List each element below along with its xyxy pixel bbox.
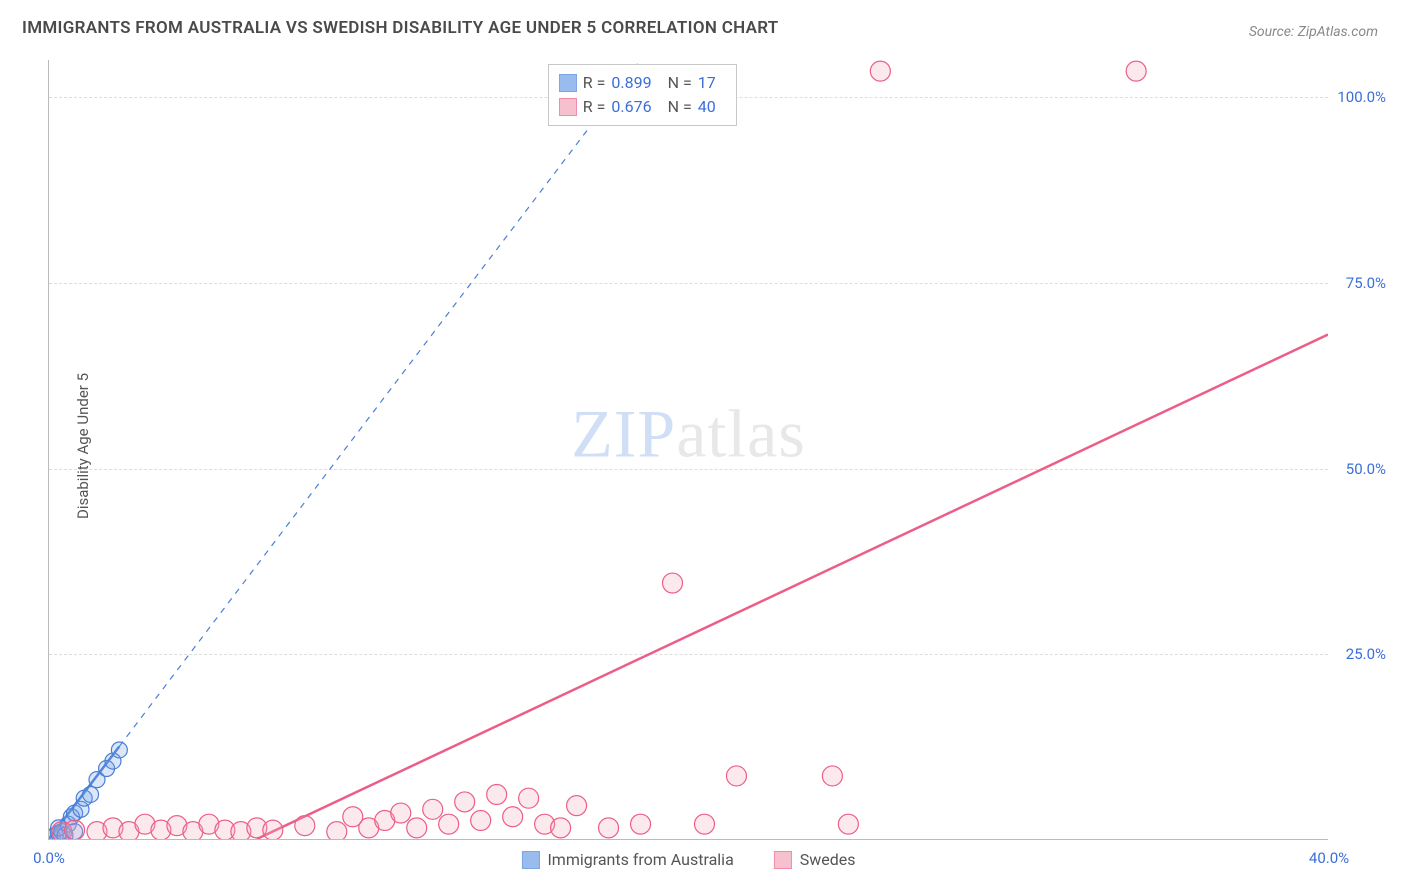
grid-line [49, 654, 1328, 655]
square-icon [559, 98, 577, 116]
plot-area: ZIPatlas 25.0%50.0%75.0%100.0% R = 0.899… [48, 60, 1328, 840]
legend-label: Swedes [800, 850, 856, 869]
y-tick-label: 25.0% [1346, 645, 1386, 663]
x-tick-label: 40.0% [1309, 849, 1349, 867]
series-legend: Immigrants from Australia Swedes [521, 850, 855, 869]
chart-canvas [49, 60, 1328, 839]
square-icon [774, 851, 792, 869]
grid-line [49, 469, 1328, 470]
legend-item-swedes: Swedes [774, 850, 856, 869]
source-attribution: Source: ZipAtlas.com [1249, 24, 1378, 40]
y-tick-label: 100.0% [1337, 88, 1386, 106]
square-icon [559, 74, 577, 92]
legend-item-australia: Immigrants from Australia [521, 850, 733, 869]
square-icon [521, 851, 539, 869]
y-tick-label: 50.0% [1346, 460, 1386, 478]
grid-line [49, 283, 1328, 284]
legend-row: R = 0.676N = 40 [559, 95, 726, 119]
legend-row: R = 0.899N = 17 [559, 71, 726, 95]
legend-label: Immigrants from Australia [547, 850, 733, 869]
watermark: ZIPatlas [571, 394, 806, 473]
correlation-legend: R = 0.899N = 17R = 0.676N = 40 [548, 64, 737, 126]
chart-title: IMMIGRANTS FROM AUSTRALIA VS SWEDISH DIS… [22, 18, 779, 38]
x-tick-label: 0.0% [33, 849, 65, 867]
y-tick-label: 75.0% [1346, 274, 1386, 292]
